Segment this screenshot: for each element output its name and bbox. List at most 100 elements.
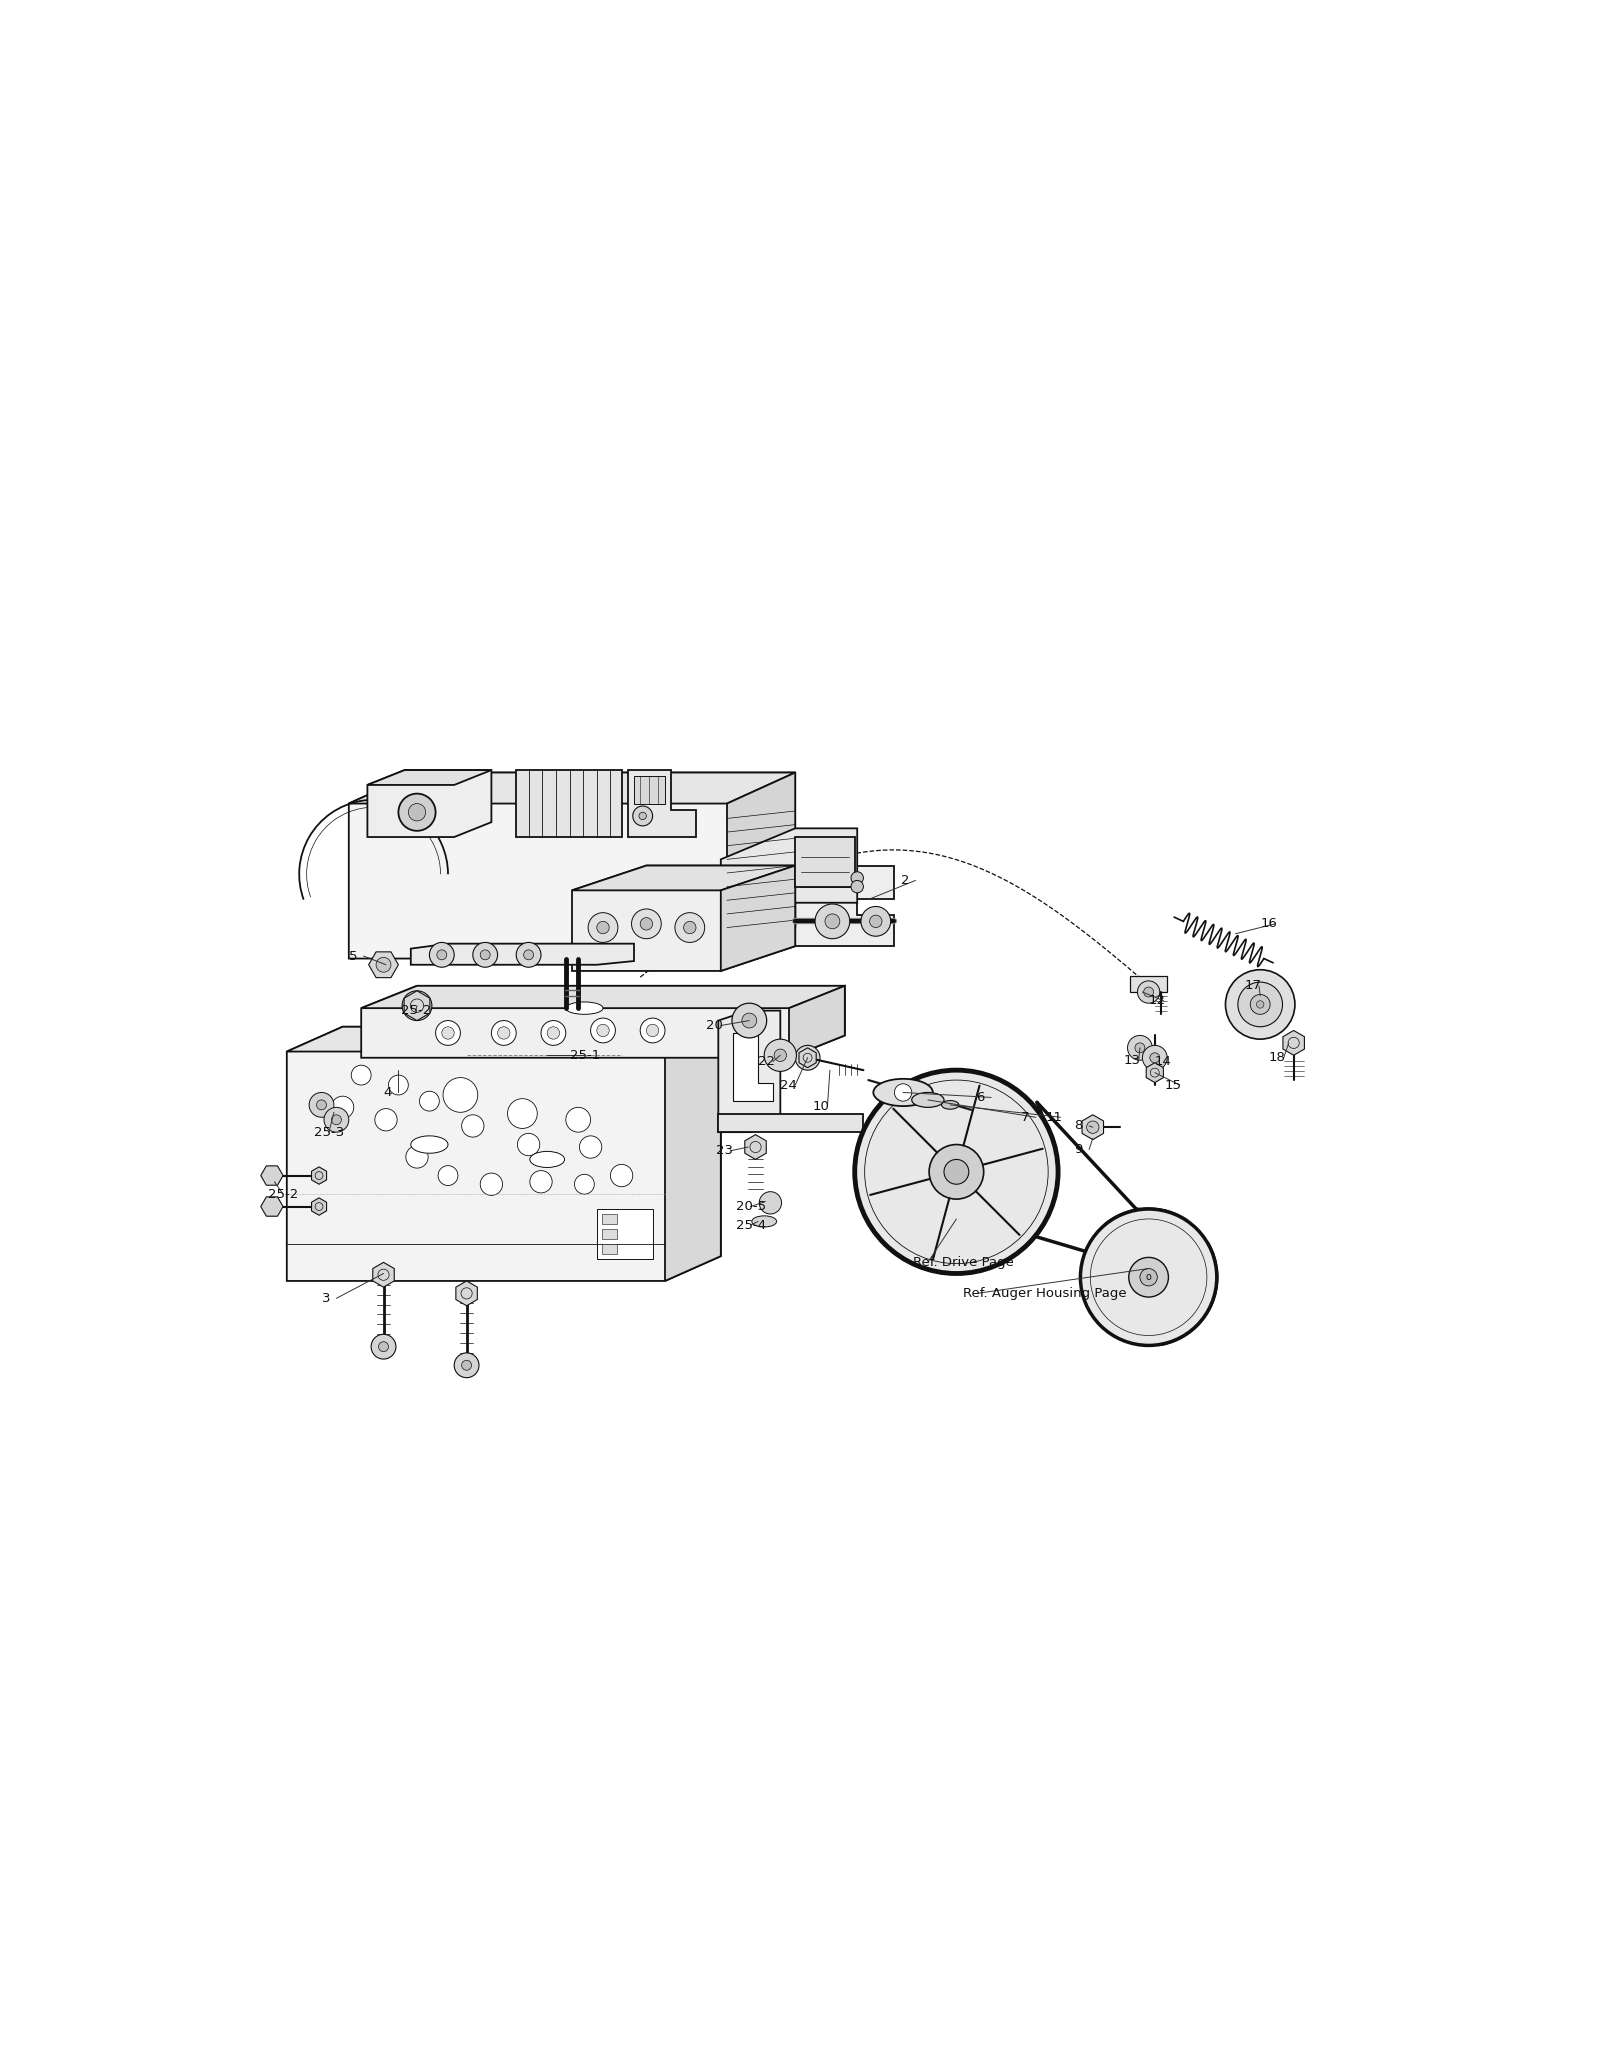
Polygon shape [349,772,795,803]
Circle shape [419,1091,440,1112]
Circle shape [480,1174,502,1194]
Circle shape [1226,969,1294,1039]
Circle shape [1128,1256,1168,1298]
Circle shape [442,1027,454,1039]
Ellipse shape [874,1078,933,1105]
Circle shape [331,1097,354,1118]
Circle shape [765,1039,797,1072]
Polygon shape [517,770,621,836]
Circle shape [1088,1122,1098,1132]
Circle shape [597,1025,610,1037]
Text: 4: 4 [384,1087,392,1099]
Circle shape [640,1018,666,1043]
Ellipse shape [752,1215,776,1228]
Circle shape [435,1021,461,1045]
Circle shape [474,942,498,967]
Circle shape [574,1174,594,1194]
Circle shape [411,1000,422,1012]
Circle shape [731,1004,766,1037]
Circle shape [507,1099,538,1128]
Polygon shape [405,992,430,1021]
Polygon shape [373,1263,394,1288]
Circle shape [379,1341,389,1352]
Circle shape [480,950,490,960]
Circle shape [517,1134,539,1155]
Text: 2: 2 [901,874,909,886]
Polygon shape [368,952,398,977]
Circle shape [1139,1269,1157,1285]
Circle shape [443,1078,478,1112]
Circle shape [389,1074,408,1095]
Ellipse shape [530,1151,565,1167]
Circle shape [541,1021,566,1045]
Bar [602,1244,616,1254]
Text: Ref. Auger Housing Page: Ref. Auger Housing Page [963,1288,1126,1300]
Circle shape [851,871,864,884]
Text: 25-4: 25-4 [736,1219,766,1232]
Text: 22: 22 [758,1056,774,1068]
Text: 16: 16 [1261,917,1277,929]
Circle shape [742,1012,757,1029]
Circle shape [352,1066,371,1085]
Text: 8: 8 [1074,1120,1083,1132]
Polygon shape [726,772,795,958]
Circle shape [1142,1045,1168,1070]
Polygon shape [573,865,795,890]
Circle shape [814,905,850,938]
Polygon shape [795,836,854,886]
Circle shape [331,1116,341,1124]
Circle shape [760,1192,781,1213]
Ellipse shape [941,1101,958,1110]
Text: 25-1: 25-1 [570,1049,600,1062]
Polygon shape [411,944,634,965]
Text: 20: 20 [706,1018,723,1033]
Polygon shape [1082,1116,1104,1141]
Text: 12: 12 [1149,994,1165,1008]
Circle shape [744,1016,754,1025]
Circle shape [1144,987,1154,998]
Text: 9: 9 [1074,1143,1083,1155]
Circle shape [638,811,646,820]
Circle shape [309,1093,334,1118]
Circle shape [597,921,610,934]
Circle shape [371,1335,395,1360]
Text: o: o [1146,1273,1152,1281]
Circle shape [523,950,533,960]
Polygon shape [666,1027,720,1281]
Circle shape [498,1027,510,1039]
Polygon shape [312,1167,326,1184]
Circle shape [462,1360,472,1370]
Circle shape [547,1027,560,1039]
Circle shape [429,942,454,967]
Circle shape [632,909,661,938]
Polygon shape [362,985,845,1008]
Circle shape [1250,994,1270,1014]
Text: 17: 17 [1245,979,1261,992]
Polygon shape [1283,1031,1304,1056]
Circle shape [851,880,864,892]
Text: 11: 11 [1046,1112,1062,1124]
Circle shape [646,1025,659,1037]
Text: 25-2: 25-2 [402,1004,430,1016]
Polygon shape [349,772,795,958]
Bar [602,1213,616,1223]
Circle shape [944,1159,970,1184]
Circle shape [398,793,435,830]
Circle shape [454,1354,478,1379]
Polygon shape [312,1199,326,1215]
Text: 10: 10 [813,1099,829,1112]
Circle shape [1134,1043,1146,1054]
Circle shape [376,956,390,973]
Circle shape [437,950,446,960]
Ellipse shape [411,1136,448,1153]
Text: 3: 3 [322,1292,330,1304]
Circle shape [1238,981,1283,1027]
Text: 13: 13 [1123,1054,1141,1066]
Circle shape [611,1165,632,1186]
Text: Ref. Drive Page: Ref. Drive Page [914,1256,1014,1269]
Circle shape [1138,981,1160,1004]
Polygon shape [627,770,696,836]
Polygon shape [286,1027,720,1052]
Circle shape [374,1110,397,1130]
Polygon shape [771,865,894,946]
